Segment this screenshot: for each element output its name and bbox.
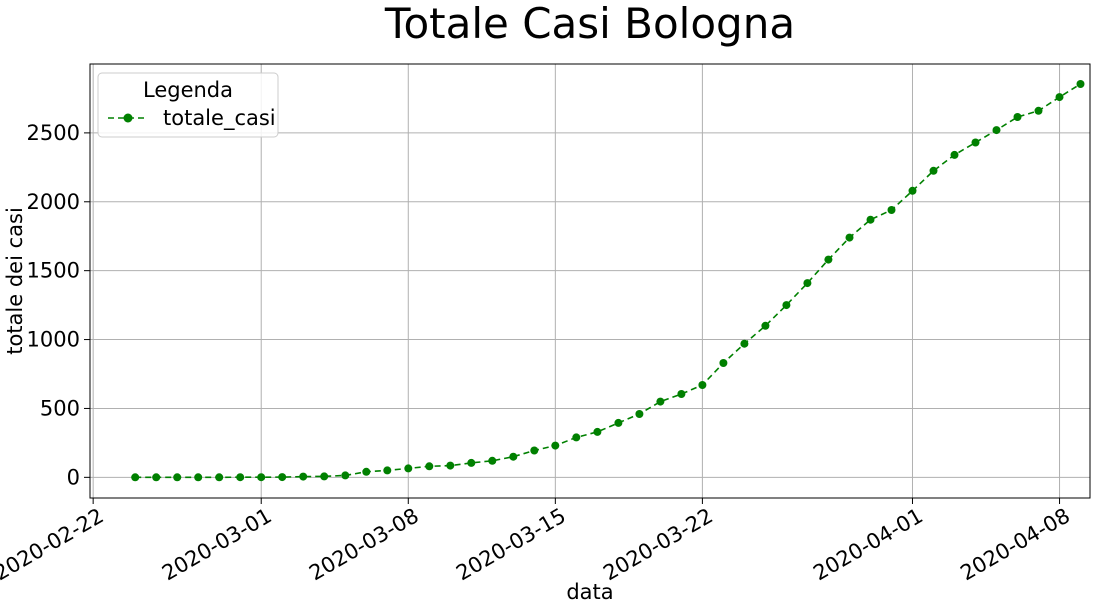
data-point [824, 255, 833, 264]
legend-series-label: totale_casi [163, 106, 276, 131]
data-point [278, 473, 287, 482]
data-point [719, 359, 728, 367]
y-ticks: 0 500 1000 1500 2000 2500 [27, 121, 90, 489]
data-point [698, 381, 707, 389]
data-point [635, 410, 644, 418]
x-tick-label: 2020-03-01 [158, 504, 276, 586]
data-point [425, 462, 434, 471]
data-point [761, 321, 770, 330]
x-tick-label: 2020-02-22 [0, 504, 108, 586]
data-point [971, 138, 980, 147]
data-point [929, 166, 938, 175]
series-line [135, 83, 1081, 479]
data-point [992, 126, 1001, 135]
data-point [530, 446, 539, 455]
data-point [803, 279, 812, 288]
data-point [908, 186, 917, 195]
data-point [572, 433, 581, 442]
data-point [845, 233, 854, 242]
data-point [362, 467, 371, 476]
y-tick-label: 1000 [27, 328, 80, 352]
data-point [215, 473, 224, 482]
x-tick-label: 2020-03-22 [599, 504, 717, 586]
x-tick-label: 2020-03-15 [452, 504, 570, 586]
series-layer [131, 80, 1085, 482]
data-point [593, 427, 602, 436]
data-point [404, 464, 413, 473]
data-point [740, 339, 749, 348]
data-point [383, 466, 392, 475]
x-axis-label: data [566, 580, 613, 604]
data-point [1076, 80, 1085, 88]
data-point [950, 150, 959, 159]
legend-title: Legenda [143, 78, 233, 102]
x-ticks: 2020-02-22 2020-03-01 2020-03-08 2020-03-15… [0, 498, 1074, 585]
data-point [320, 472, 329, 481]
legend-marker-swatch [123, 113, 133, 123]
data-point [131, 473, 140, 482]
y-tick-label: 0 [67, 465, 80, 489]
y-tick-label: 2000 [27, 190, 80, 214]
data-point [677, 390, 686, 398]
data-point [1034, 106, 1043, 115]
data-point [194, 473, 203, 482]
data-point [341, 471, 350, 480]
data-point [236, 473, 245, 482]
data-point [446, 461, 455, 470]
data-point [656, 397, 665, 406]
data-point [782, 301, 791, 310]
y-tick-label: 2500 [27, 121, 80, 145]
data-point [299, 472, 308, 481]
data-point [467, 458, 476, 467]
data-point [509, 452, 518, 461]
data-point [551, 441, 560, 450]
x-tick-label: 2020-04-08 [956, 504, 1074, 586]
chart-title: Totale Casi Bologna [384, 0, 795, 48]
legend-box [97, 72, 279, 138]
x-tick-label: 2020-04-01 [809, 504, 927, 586]
x-tick-label: 2020-03-08 [305, 504, 423, 586]
data-point [1013, 113, 1022, 121]
y-axis-label: totale dei casi [3, 207, 27, 355]
data-point [866, 215, 875, 224]
y-tick-label: 500 [40, 396, 80, 420]
y-tick-label: 1500 [27, 259, 80, 283]
data-point [1055, 93, 1064, 102]
data-point [488, 456, 497, 465]
legend: Legenda totale_casi [97, 72, 279, 138]
data-point [173, 473, 182, 482]
plot-frame [89, 63, 1091, 499]
data-point [887, 206, 896, 214]
data-point [152, 473, 161, 482]
grid [90, 64, 1090, 498]
data-point [257, 473, 266, 482]
data-point [614, 418, 623, 427]
